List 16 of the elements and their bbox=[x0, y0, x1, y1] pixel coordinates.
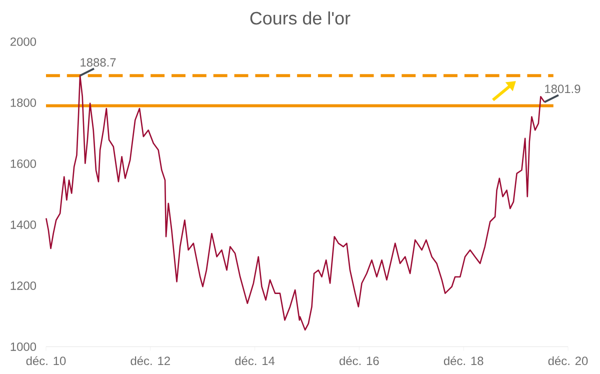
x-tick-label: déc. 10 bbox=[26, 356, 66, 366]
y-tick-label: 1200 bbox=[10, 281, 36, 290]
annotation: 1888.7 bbox=[80, 58, 116, 67]
y-tick-label: 1800 bbox=[10, 98, 36, 107]
line-series bbox=[45, 74, 546, 331]
x-tick-label: déc. 12 bbox=[130, 356, 170, 366]
x-tick-label: déc. 18 bbox=[444, 356, 484, 366]
y-tick-label: 1400 bbox=[10, 220, 36, 229]
y-tick-label: 1000 bbox=[10, 342, 36, 351]
chart-title: Cours de l'or bbox=[250, 11, 350, 25]
x-tick-label: déc. 16 bbox=[340, 356, 379, 366]
annotation: 1801.9 bbox=[545, 84, 580, 94]
x-tick-label: déc. 14 bbox=[235, 356, 275, 366]
x-tick-label: déc. 20 bbox=[548, 356, 588, 366]
y-tick-label: 2000 bbox=[10, 37, 36, 46]
y-tick-label: 1600 bbox=[10, 159, 36, 168]
